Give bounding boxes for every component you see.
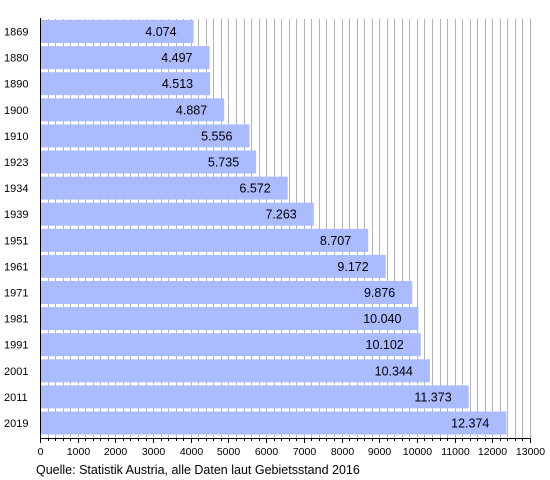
bar-1991 xyxy=(40,333,421,357)
value-label-1900: 4.887 xyxy=(176,103,207,117)
bar-1934 xyxy=(40,176,288,200)
category-label-1939: 1939 xyxy=(4,209,28,221)
bar-2019 xyxy=(40,411,507,435)
x-tick-label-0: 0 xyxy=(38,446,44,458)
bar-1951 xyxy=(40,228,369,252)
x-tick-label-8000: 8000 xyxy=(331,446,355,458)
x-tick-label-4000: 4000 xyxy=(180,446,204,458)
category-label-1934: 1934 xyxy=(4,183,28,195)
bar-1890 xyxy=(40,72,211,96)
category-label-2019: 2019 xyxy=(4,418,28,430)
value-label-1951: 8.707 xyxy=(320,234,351,248)
value-label-2019: 12.374 xyxy=(451,417,489,431)
bar-2011 xyxy=(40,385,469,409)
x-tick-label-13000: 13000 xyxy=(516,446,545,458)
value-label-1934: 6.572 xyxy=(239,182,270,196)
bar-1961 xyxy=(40,254,386,278)
x-tick-label-1000: 1000 xyxy=(67,446,91,458)
bar-1900 xyxy=(40,98,225,122)
value-label-1910: 5.556 xyxy=(201,129,232,143)
value-label-2001: 10.344 xyxy=(375,364,413,378)
category-label-1900: 1900 xyxy=(4,105,28,117)
category-label-1991: 1991 xyxy=(4,340,28,352)
x-tick-label-6000: 6000 xyxy=(255,446,279,458)
bar-2001 xyxy=(40,359,430,383)
value-label-1981: 10.040 xyxy=(363,312,401,326)
x-tick-label-11000: 11000 xyxy=(441,446,470,458)
x-tick-label-2000: 2000 xyxy=(104,446,128,458)
category-label-1880: 1880 xyxy=(4,53,28,65)
value-label-1939: 7.263 xyxy=(265,208,296,222)
category-label-1923: 1923 xyxy=(4,157,28,169)
category-label-1869: 1869 xyxy=(4,27,28,39)
value-label-1869: 4.074 xyxy=(145,25,176,39)
value-label-2011: 11.373 xyxy=(414,390,451,404)
category-label-1951: 1951 xyxy=(4,235,28,247)
category-label-2011: 2011 xyxy=(4,392,28,404)
bar-1939 xyxy=(40,202,314,226)
bar-1971 xyxy=(40,281,413,304)
value-label-1961: 9.172 xyxy=(337,260,368,274)
bar-1981 xyxy=(40,307,419,331)
x-tick-label-9000: 9000 xyxy=(368,446,392,458)
value-label-1971: 9.876 xyxy=(364,286,395,300)
bar-1923 xyxy=(40,150,257,174)
labels: 1869 4.074 1880 4.497 1890 4.513 1900 4.887 1910… xyxy=(4,25,545,458)
bar-1910 xyxy=(40,124,250,148)
value-label-1880: 4.497 xyxy=(161,51,192,65)
category-label-1910: 1910 xyxy=(4,131,28,143)
axes xyxy=(40,18,531,443)
x-tick-label-5000: 5000 xyxy=(217,446,241,458)
source-note: Quelle: Statistik Austria, alle Daten la… xyxy=(36,463,360,477)
category-label-2001: 2001 xyxy=(4,366,28,378)
category-label-1981: 1981 xyxy=(4,314,28,326)
value-label-1991: 10.102 xyxy=(366,338,404,352)
value-label-1890: 4.513 xyxy=(162,77,193,91)
bars xyxy=(40,20,507,435)
category-label-1971: 1971 xyxy=(4,288,28,300)
value-label-1923: 5.735 xyxy=(208,156,239,170)
x-tick-label-10000: 10000 xyxy=(403,446,432,458)
x-tick-label-12000: 12000 xyxy=(478,446,507,458)
bar-1880 xyxy=(40,46,210,70)
x-tick-label-3000: 3000 xyxy=(142,446,166,458)
category-label-1961: 1961 xyxy=(4,261,28,273)
bar-1869 xyxy=(40,20,194,43)
x-tick-label-7000: 7000 xyxy=(293,446,317,458)
category-label-1890: 1890 xyxy=(4,79,28,91)
